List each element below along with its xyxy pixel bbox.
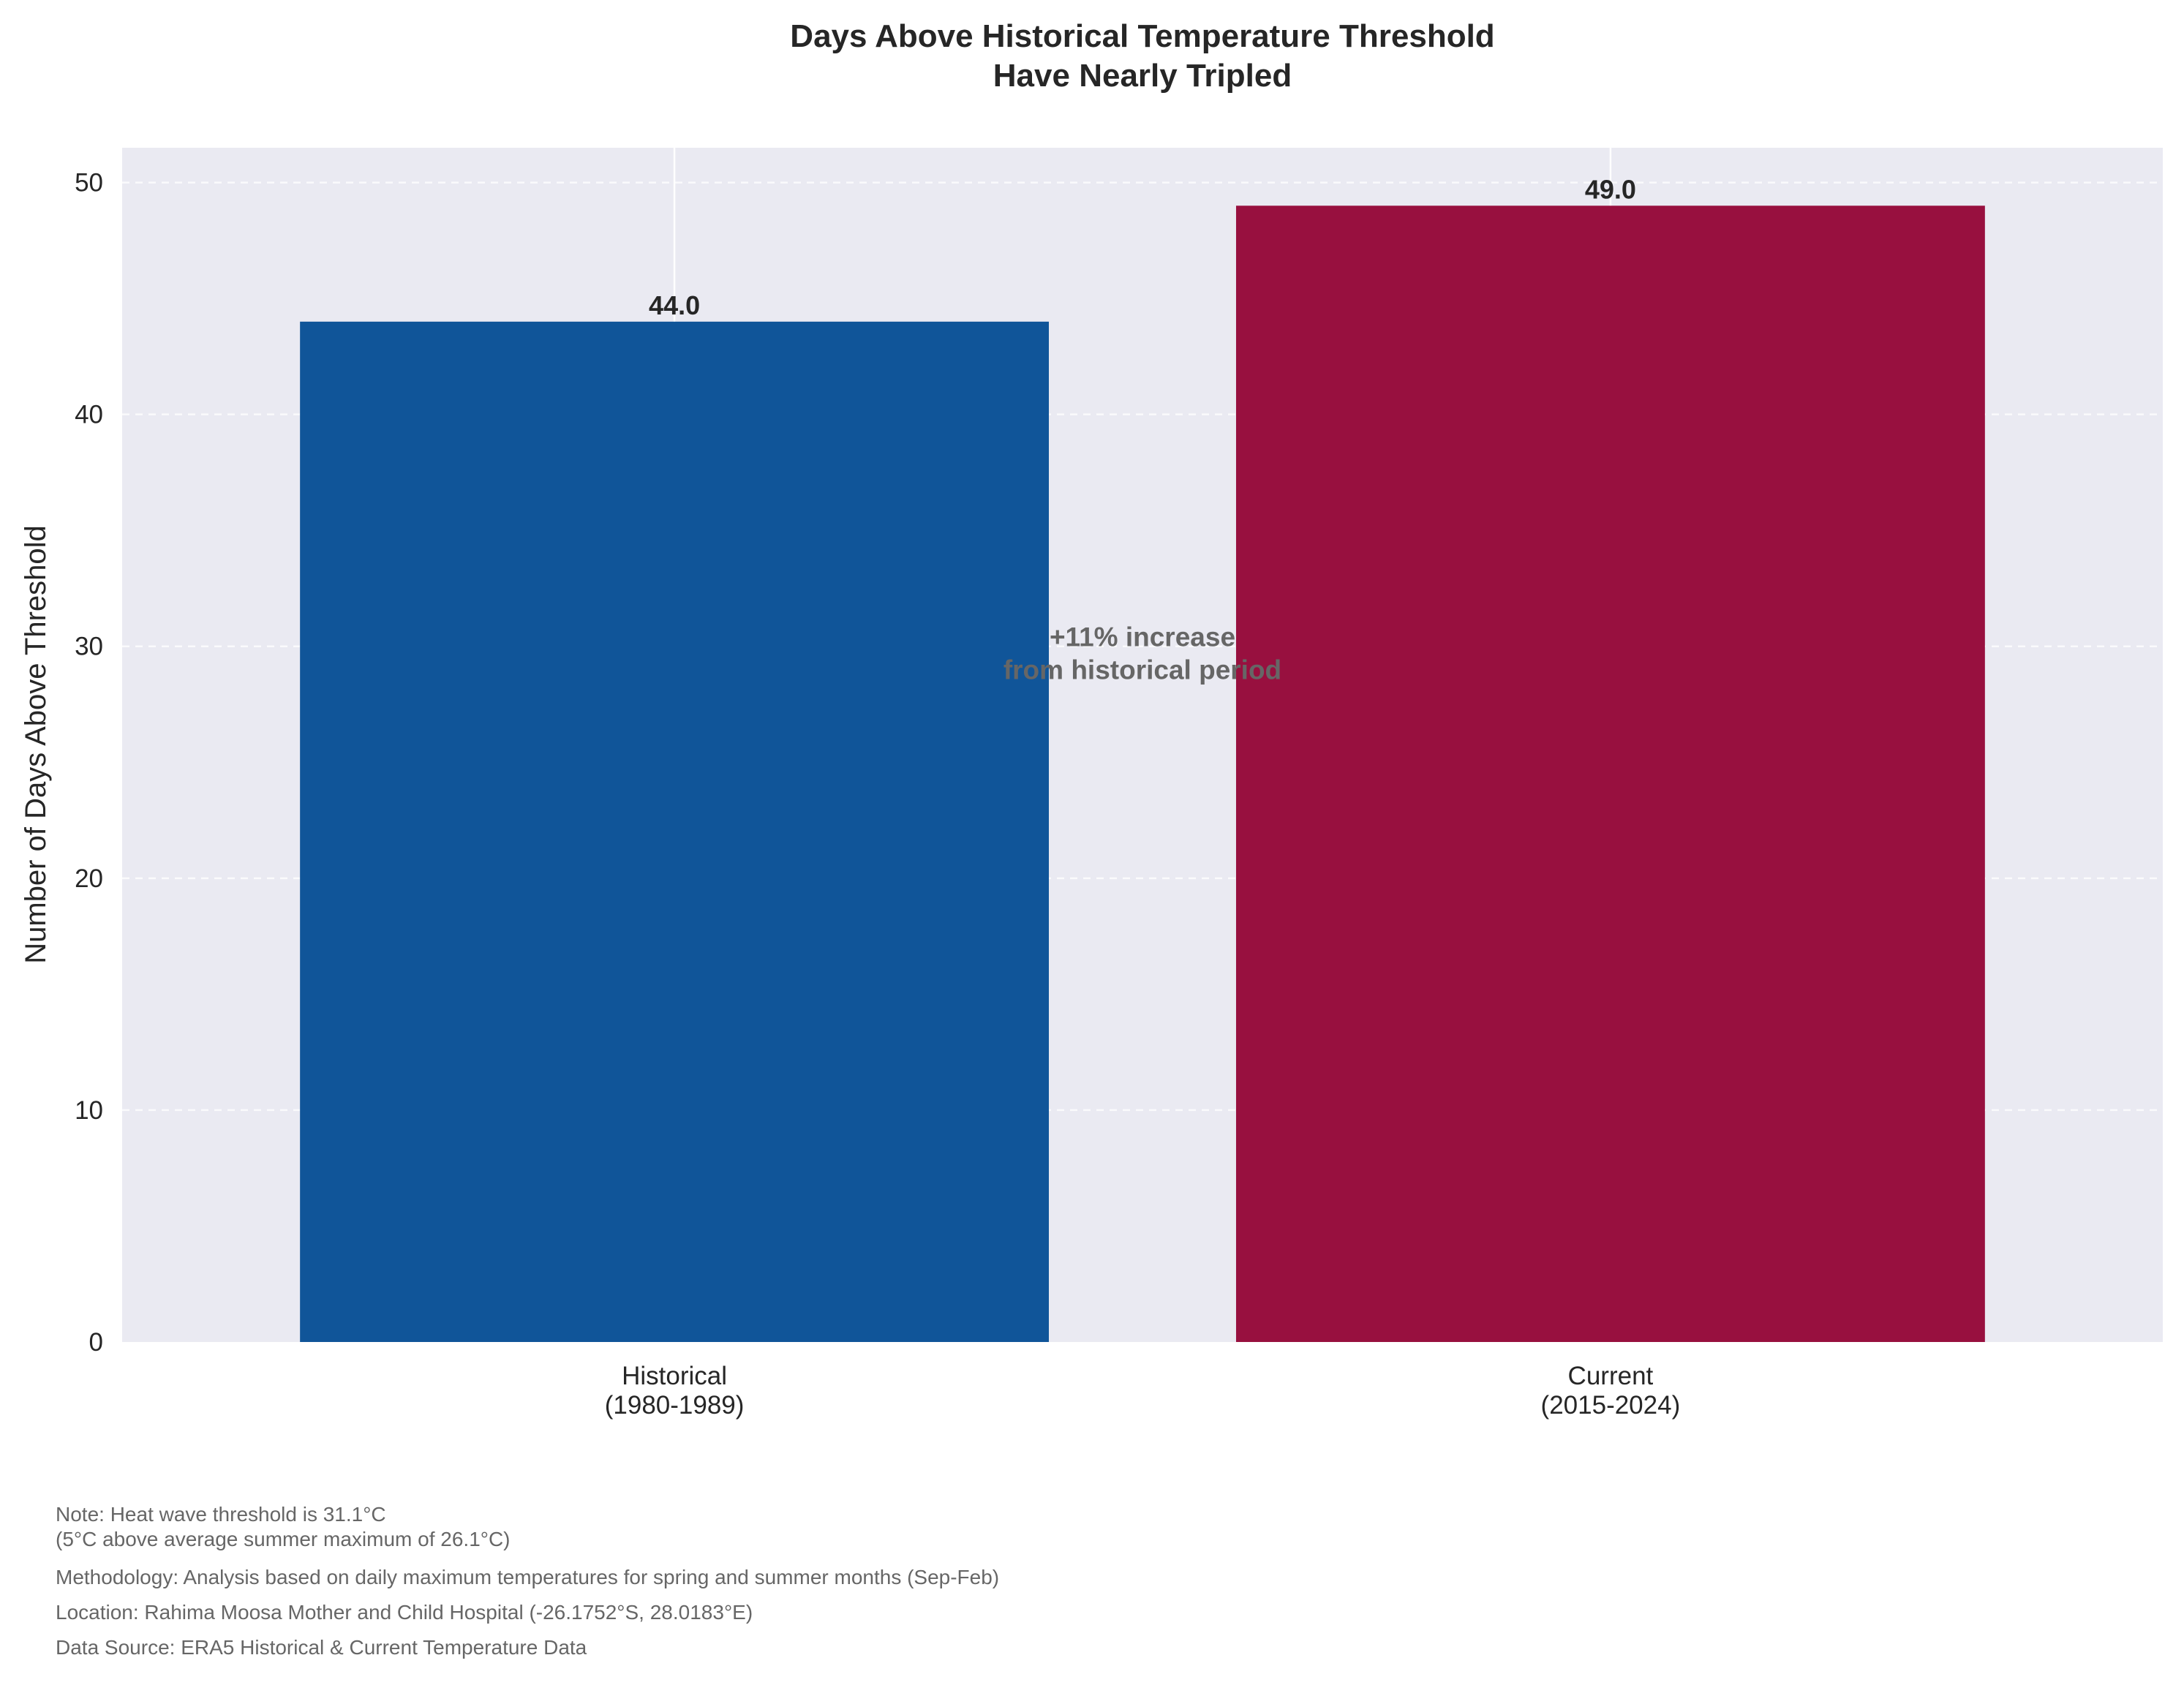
x-tick-label: Current — [1568, 1362, 1654, 1390]
x-tick-label: (2015-2024) — [1541, 1391, 1681, 1420]
y-tick-label: 0 — [89, 1328, 103, 1357]
annotation-line-2: from historical period — [1003, 655, 1281, 685]
x-tick-label: Historical — [622, 1362, 727, 1390]
bars — [300, 206, 1985, 1342]
x-tick-label: (1980-1989) — [605, 1391, 745, 1420]
footnote-methodology: Methodology: Analysis based on daily max… — [56, 1566, 1000, 1588]
chart-title-line-1: Days Above Historical Temperature Thresh… — [790, 18, 1494, 54]
value-labels: 44.0 49.0 — [649, 174, 1636, 320]
bar-historical — [300, 321, 1050, 1342]
y-tick-label: 10 — [75, 1096, 103, 1125]
footnote-location: Location: Rahima Moosa Mother and Child … — [56, 1601, 753, 1624]
y-tick-label: 50 — [75, 169, 103, 197]
bar-value-label: 44.0 — [649, 290, 700, 320]
footnote-threshold-note: Note: Heat wave threshold is 31.1°C (5°C… — [56, 1503, 511, 1550]
y-tick-label: 30 — [75, 633, 103, 661]
x-axis-ticks: Historical(1980-1989) Current(2015-2024) — [605, 1362, 1681, 1420]
y-axis-ticks: 0 10 20 30 40 50 — [75, 169, 103, 1357]
bar-current — [1235, 206, 1985, 1342]
chart-title-line-2: Have Nearly Tripled — [993, 58, 1292, 94]
increase-annotation: +11% increase from historical period — [1003, 622, 1281, 685]
bar-value-label: 49.0 — [1585, 174, 1636, 204]
annotation-line-1: +11% increase — [1050, 622, 1235, 652]
y-axis-label: Number of Days Above Threshold — [20, 525, 52, 964]
y-tick-label: 20 — [75, 864, 103, 893]
y-tick-label: 40 — [75, 401, 103, 429]
footnote-data-source: Data Source: ERA5 Historical & Current T… — [56, 1636, 587, 1659]
